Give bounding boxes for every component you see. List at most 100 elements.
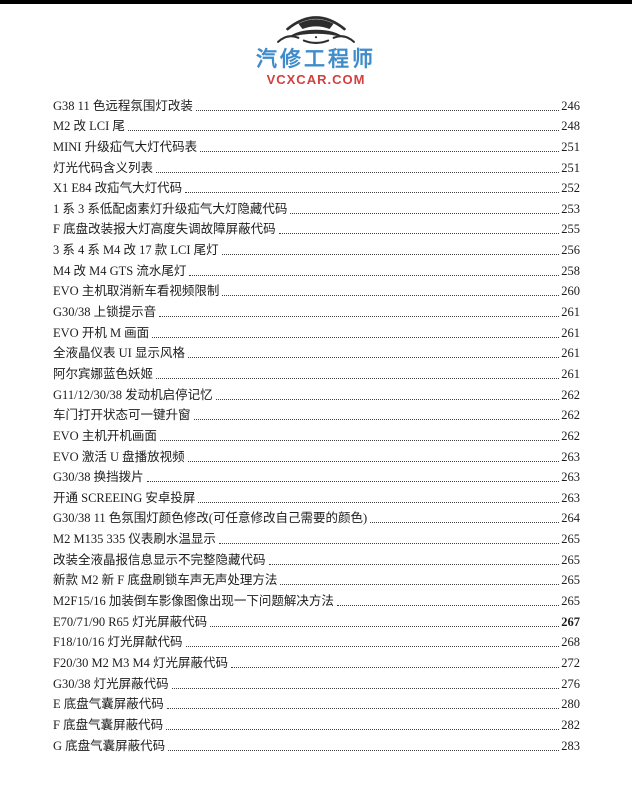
toc-entry-title[interactable]: X1 E84 改疝气大灯代码	[53, 181, 183, 196]
toc-entry[interactable]: EVO 开机 M 画面 261	[53, 320, 580, 341]
toc-entry[interactable]: F 底盘气囊屏蔽代码 282	[53, 712, 580, 733]
toc-entry[interactable]: 车门打开状态可一键升窗 262	[53, 403, 580, 424]
toc-entry[interactable]: G30/38 上锁提示音 261	[53, 299, 580, 320]
toc-entry-title[interactable]: E 底盘气囊屏蔽代码	[53, 697, 164, 712]
toc-entry-title[interactable]: 灯光代码含义列表	[53, 160, 154, 175]
toc-entry-title[interactable]: F20/30 M2 M3 M4 灯光屏蔽代码	[53, 655, 229, 670]
toc-entry-title[interactable]: 1 系 3 系低配卤素灯升级疝气大灯隐藏代码	[53, 201, 288, 216]
toc-entry-page-number[interactable]: 253	[561, 201, 580, 216]
toc-entry-page-number[interactable]: 262	[561, 387, 580, 402]
toc-entry-title[interactable]: F 底盘气囊屏蔽代码	[53, 717, 164, 732]
toc-entry[interactable]: M4 改 M4 GTS 流水尾灯 258	[53, 258, 580, 279]
toc-entry-page-number[interactable]: 280	[561, 697, 580, 712]
toc-entry-page-number[interactable]: 283	[561, 738, 580, 753]
toc-entry-title[interactable]: G11/12/30/38 发动机启停记忆	[53, 387, 213, 402]
toc-entry-page-number[interactable]: 265	[561, 552, 580, 567]
toc-entry-page-number[interactable]: 260	[561, 284, 580, 299]
toc-entry-page-number[interactable]: 261	[561, 325, 580, 340]
toc-entry-page-number[interactable]: 248	[561, 119, 580, 134]
toc-entry-title[interactable]: M2F15/16 加装倒车影像图像出现一下问题解决方法	[53, 594, 334, 609]
toc-entry[interactable]: G30/38 灯光屏蔽代码 276	[53, 671, 580, 692]
toc-entry-title[interactable]: G30/38 11 色氛围灯颜色修改(可任意修改自己需要的颜色)	[53, 511, 368, 526]
toc-entry-page-number[interactable]: 261	[561, 346, 580, 361]
toc-entry-title[interactable]: EVO 开机 M 画面	[53, 325, 150, 340]
toc-entry[interactable]: 1 系 3 系低配卤素灯升级疝气大灯隐藏代码 253	[53, 196, 580, 217]
toc-entry-title[interactable]: 3 系 4 系 M4 改 17 款 LCI 尾灯	[53, 243, 219, 258]
toc-entry[interactable]: 全液晶仪表 UI 显示风格 261	[53, 341, 580, 362]
toc-entry-page-number[interactable]: 256	[561, 243, 580, 258]
toc-entry[interactable]: E70/71/90 R65 灯光屏蔽代码 267	[53, 609, 580, 630]
toc-entry[interactable]: EVO 激活 U 盘播放视频 263	[53, 444, 580, 465]
toc-entry[interactable]: F 底盘改装报大灯高度失调故障屏蔽代码 255	[53, 217, 580, 238]
toc-entry-title[interactable]: 改装全液晶报信息显示不完整隐藏代码	[53, 552, 266, 567]
toc-entry[interactable]: M2 改 LCI 尾 248	[53, 114, 580, 135]
toc-entry-title[interactable]: G 底盘气囊屏蔽代码	[53, 738, 166, 753]
toc-entry-title[interactable]: EVO 激活 U 盘播放视频	[53, 449, 185, 464]
toc-entry-title[interactable]: EVO 主机开机画面	[53, 428, 157, 443]
toc-entry-page-number[interactable]: 263	[561, 490, 580, 505]
toc-entry-title[interactable]: M4 改 M4 GTS 流水尾灯	[53, 263, 187, 278]
toc-entry-title[interactable]: 新款 M2 新 F 底盘刷锁车声无声处理方法	[53, 573, 278, 588]
toc-entry[interactable]: 灯光代码含义列表 251	[53, 155, 580, 176]
toc-entry-page-number[interactable]: 261	[561, 366, 580, 381]
toc-entry-page-number[interactable]: 265	[561, 532, 580, 547]
toc-entry-page-number[interactable]: 282	[561, 717, 580, 732]
toc-entry-page-number[interactable]: 263	[561, 470, 580, 485]
toc-entry-page-number[interactable]: 262	[561, 408, 580, 423]
toc-entry-title[interactable]: 全液晶仪表 UI 显示风格	[53, 346, 185, 361]
toc-entry-title[interactable]: F18/10/16 灯光屏献代码	[53, 635, 183, 650]
toc-entry[interactable]: G30/38 11 色氛围灯颜色修改(可任意修改自己需要的颜色) 264	[53, 506, 580, 527]
toc-entry[interactable]: 改装全液晶报信息显示不完整隐藏代码 265	[53, 547, 580, 568]
toc-entry-page-number[interactable]: 252	[561, 181, 580, 196]
toc-entry-page-number[interactable]: 265	[561, 594, 580, 609]
toc-entry[interactable]: M2 M135 335 仪表刷水温显示 265	[53, 526, 580, 547]
toc-entry-title[interactable]: G30/38 灯光屏蔽代码	[53, 676, 169, 691]
toc-entry-title[interactable]: G30/38 上锁提示音	[53, 305, 157, 320]
toc-entry[interactable]: EVO 主机取消新车看视频限制 260	[53, 279, 580, 300]
toc-entry-title[interactable]: E70/71/90 R65 灯光屏蔽代码	[53, 614, 208, 629]
toc-entry-title[interactable]: 车门打开状态可一键升窗	[53, 408, 191, 423]
toc-entry[interactable]: X1 E84 改疝气大灯代码 252	[53, 176, 580, 197]
toc-entry[interactable]: G30/38 换挡拨片 263	[53, 465, 580, 486]
dot-leader	[268, 563, 560, 565]
toc-entry-page-number[interactable]: 262	[561, 428, 580, 443]
toc-entry[interactable]: 3 系 4 系 M4 改 17 款 LCI 尾灯 256	[53, 237, 580, 258]
toc-entry-page-number[interactable]: 264	[561, 511, 580, 526]
dot-leader	[198, 501, 560, 503]
toc-entry-title[interactable]: F 底盘改装报大灯高度失调故障屏蔽代码	[53, 222, 276, 237]
toc-entry-title[interactable]: EVO 主机取消新车看视频限制	[53, 284, 220, 299]
toc-entry[interactable]: G11/12/30/38 发动机启停记忆 262	[53, 382, 580, 403]
toc-entry[interactable]: 新款 M2 新 F 底盘刷锁车声无声处理方法 265	[53, 568, 580, 589]
toc-entry-title[interactable]: M2 改 LCI 尾	[53, 119, 125, 134]
toc-entry-page-number[interactable]: 267	[561, 614, 580, 629]
toc-entry-title[interactable]: M2 M135 335 仪表刷水温显示	[53, 532, 216, 547]
toc-entry[interactable]: G 底盘气囊屏蔽代码 283	[53, 733, 580, 754]
toc-entry-page-number[interactable]: 258	[561, 263, 580, 278]
toc-entry[interactable]: 阿尔宾娜蓝色妖姬 261	[53, 361, 580, 382]
toc-entry-title[interactable]: G38 11 色远程氛围灯改装	[53, 98, 193, 113]
toc-entry[interactable]: MINI 升级疝气大灯代码表 251	[53, 134, 580, 155]
toc-entry-page-number[interactable]: 261	[561, 305, 580, 320]
toc-entry-page-number[interactable]: 265	[561, 573, 580, 588]
toc-entry-page-number[interactable]: 268	[561, 635, 580, 650]
dot-leader	[156, 171, 560, 173]
toc-entry-title[interactable]: MINI 升级疝气大灯代码表	[53, 139, 198, 154]
toc-entry-title[interactable]: 开通 SCREEING 安卓投屏	[53, 490, 196, 505]
toc-entry-page-number[interactable]: 272	[561, 655, 580, 670]
toc-entry[interactable]: 开通 SCREEING 安卓投屏 263	[53, 485, 580, 506]
dot-leader	[166, 728, 560, 730]
toc-entry[interactable]: G38 11 色远程氛围灯改装 246	[53, 93, 580, 114]
toc-entry[interactable]: F20/30 M2 M3 M4 灯光屏蔽代码 272	[53, 650, 580, 671]
toc-entry-title[interactable]: G30/38 换挡拨片	[53, 470, 144, 485]
toc-entry[interactable]: F18/10/16 灯光屏献代码 268	[53, 630, 580, 651]
toc-entry[interactable]: E 底盘气囊屏蔽代码 280	[53, 692, 580, 713]
toc-entry-page-number[interactable]: 251	[561, 160, 580, 175]
toc-entry[interactable]: M2F15/16 加装倒车影像图像出现一下问题解决方法 265	[53, 588, 580, 609]
toc-entry-page-number[interactable]: 263	[561, 449, 580, 464]
toc-entry-page-number[interactable]: 251	[561, 139, 580, 154]
toc-entry-page-number[interactable]: 276	[561, 676, 580, 691]
toc-entry-title[interactable]: 阿尔宾娜蓝色妖姬	[53, 366, 154, 381]
toc-entry-page-number[interactable]: 246	[561, 98, 580, 113]
toc-entry-page-number[interactable]: 255	[561, 222, 580, 237]
toc-entry[interactable]: EVO 主机开机画面 262	[53, 423, 580, 444]
